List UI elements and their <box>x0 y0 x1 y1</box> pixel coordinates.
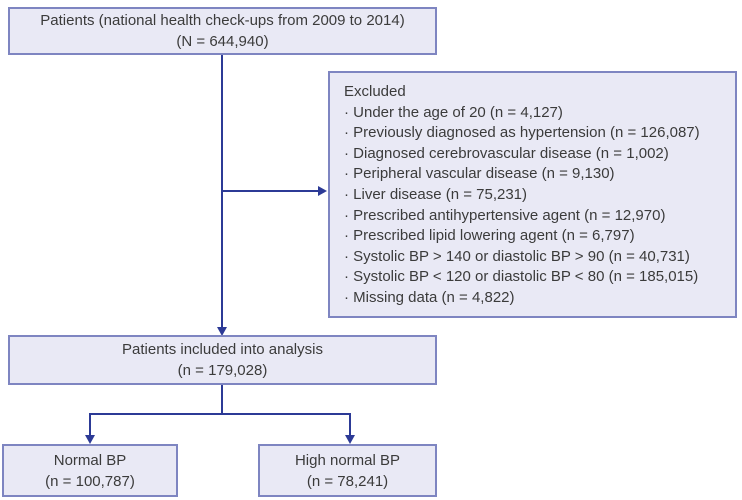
excluded-item-under-20: · Under the age of 20 (n = 4,127) <box>344 103 563 121</box>
included-analysis-box: Patients included into analysis (n = 179… <box>8 335 437 385</box>
excluded-item-antihypertensive: · Prescribed antihypertensive agent (n =… <box>344 206 666 224</box>
high-normal-bp-count: (n = 78,241) <box>306 472 389 490</box>
arrowhead-down-normal <box>85 435 95 444</box>
normal-bp-label: Normal BP <box>53 451 127 469</box>
patients-total-label: Patients (national health check-ups from… <box>40 12 405 29</box>
normal-bp-count: (n = 100,787) <box>45 472 135 490</box>
included-analysis-count: (n = 179,028) <box>177 362 268 379</box>
patients-total-count: (N = 644,940) <box>176 33 269 50</box>
excluded-box: Excluded · Under the age of 20 (n = 4,12… <box>328 71 737 318</box>
high-normal-bp-box: High normal BP (n = 78,241) <box>258 444 437 497</box>
included-analysis-label: Patients included into analysis <box>122 341 323 358</box>
excluded-item-liver-disease: · Liver disease (n = 75,231) <box>344 185 528 203</box>
excluded-item-peripheral-vascular: · Peripheral vascular disease (n = 9,130… <box>344 165 615 183</box>
high-normal-bp-label: High normal BP <box>294 451 401 469</box>
excluded-item-bp-high: · Systolic BP > 140 or diastolic BP > 90… <box>344 247 690 265</box>
excluded-title: Excluded <box>344 83 406 100</box>
patients-total-box: Patients (national health check-ups from… <box>8 7 437 55</box>
arrowhead-right-excluded <box>318 186 327 196</box>
excluded-item-missing-data: · Missing data (n = 4,822) <box>344 288 515 306</box>
excluded-item-hypertension: · Previously diagnosed as hypertension (… <box>344 124 700 142</box>
arrowhead-down-high-normal <box>345 435 355 444</box>
normal-bp-box: Normal BP (n = 100,787) <box>2 444 178 497</box>
excluded-item-lipid-lowering: · Prescribed lipid lowering agent (n = 6… <box>344 227 635 245</box>
excluded-item-bp-low: · Systolic BP < 120 or diastolic BP < 80… <box>344 268 699 286</box>
excluded-item-cerebrovascular: · Diagnosed cerebrovascular disease (n =… <box>344 144 669 162</box>
